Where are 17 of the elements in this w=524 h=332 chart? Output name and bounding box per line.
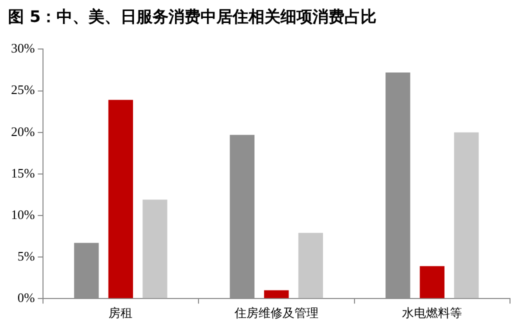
bar <box>420 266 444 298</box>
y-tick-label: 20% <box>10 124 35 139</box>
bar <box>264 290 289 298</box>
y-tick-label: 30% <box>10 40 35 56</box>
y-tick-label: 15% <box>10 165 35 180</box>
x-tick-label: 水电燃料等 <box>402 306 462 320</box>
x-tick-label: 住房维修及管理 <box>233 306 318 320</box>
y-tick-label: 25% <box>10 82 35 98</box>
y-tick-label: 5% <box>17 248 35 264</box>
bar <box>298 232 324 298</box>
bar <box>454 132 479 298</box>
bar <box>142 200 168 298</box>
y-tick-label: 0% <box>17 290 35 306</box>
bar <box>108 100 134 298</box>
chart-title: 图 5：中、美、日服务消费中居住相关细项消费占比 <box>8 6 377 26</box>
x-tick-label: 房租 <box>108 306 133 320</box>
y-tick-label: 10% <box>10 206 35 222</box>
